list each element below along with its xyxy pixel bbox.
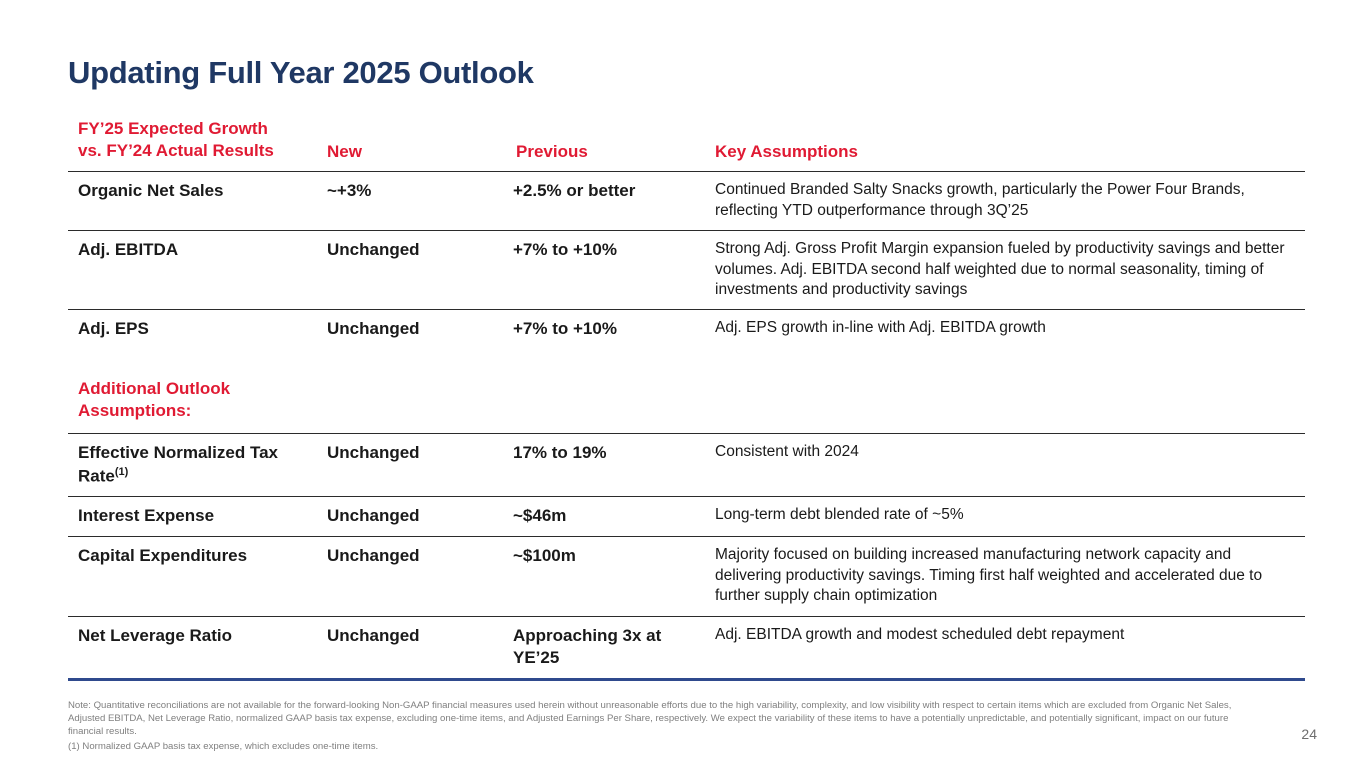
new-value: ~+3% [327,181,372,201]
note-text: Note: Quantitative reconciliations are n… [68,700,1232,738]
metric-label: Effective Normalized Tax Rate(1) [78,443,278,486]
new-value: Unchanged [327,546,420,566]
key-assumptions-text: Strong Adj. Gross Profit Margin expansio… [715,240,1285,298]
previous-value: ~$100m [513,546,576,566]
key-assumptions-text: Consistent with 2024 [715,443,859,461]
previous-value: Approaching 3x at YE’25 [513,625,662,667]
previous-value: +2.5% or better [513,181,636,201]
page-number: 24 [1301,726,1317,742]
header-new: New [327,142,362,162]
outlook-table: FY’25 Expected Growth vs. FY’24 Actual R… [68,118,1305,681]
metric-label: Adj. EBITDA [78,240,179,260]
key-assumptions-text: Majority focused on building increased m… [715,546,1263,605]
key-assumptions-text: Adj. EPS growth in-line with Adj. EBITDA… [715,319,1046,337]
header-metric: FY’25 Expected Growth vs. FY’24 Actual R… [78,119,274,161]
footnotes: Note: Quantitative reconciliations are n… [68,700,1258,754]
previous-value: +7% to +10% [513,319,617,339]
new-value: Unchanged [327,443,420,463]
new-value: Unchanged [327,625,420,645]
table-header-row: FY’25 Expected Growth vs. FY’24 Actual R… [68,118,1305,173]
key-assumptions-text: Long-term debt blended rate of ~5% [715,506,964,524]
metric-label: Capital Expenditures [78,546,248,566]
new-value: Unchanged [327,240,420,260]
footnote-marker: (1) [114,465,129,478]
new-value: Unchanged [327,506,420,526]
previous-value: 17% to 19% [513,443,607,463]
previous-value: ~$46m [513,506,567,526]
metric-label: Adj. EPS [78,319,149,339]
table-row: Adj. EBITDA Unchanged +7% to +10% Strong… [68,231,1305,311]
section-header-additional-outlook: Additional Outlook Assumptions: [68,378,1305,435]
metric-label: Interest Expense [78,506,215,526]
table-row: Capital Expenditures Unchanged ~$100m Ma… [68,537,1305,617]
table-row: Effective Normalized Tax Rate(1) Unchang… [68,434,1305,498]
table-row: Adj. EPS Unchanged +7% to +10% Adj. EPS … [68,310,1305,349]
header-previous: Previous [516,142,588,162]
metric-label: Net Leverage Ratio [78,625,232,645]
key-assumptions-text: Continued Branded Salty Snacks growth, p… [715,181,1245,219]
key-assumptions-text: Adj. EBITDA growth and modest scheduled … [715,625,1125,643]
page-title: Updating Full Year 2025 Outlook [68,55,534,90]
footnote-1-text: (1) Normalized GAAP basis tax expense, w… [68,741,379,753]
table-row: Organic Net Sales ~+3% +2.5% or better C… [68,172,1305,232]
new-value: Unchanged [327,319,420,339]
table-row: Interest Expense Unchanged ~$46m Long-te… [68,497,1305,538]
table-row: Net Leverage Ratio Unchanged Approaching… [68,617,1305,681]
metric-label: Organic Net Sales [78,181,224,201]
header-key-assumptions: Key Assumptions [715,142,858,162]
previous-value: +7% to +10% [513,240,617,260]
